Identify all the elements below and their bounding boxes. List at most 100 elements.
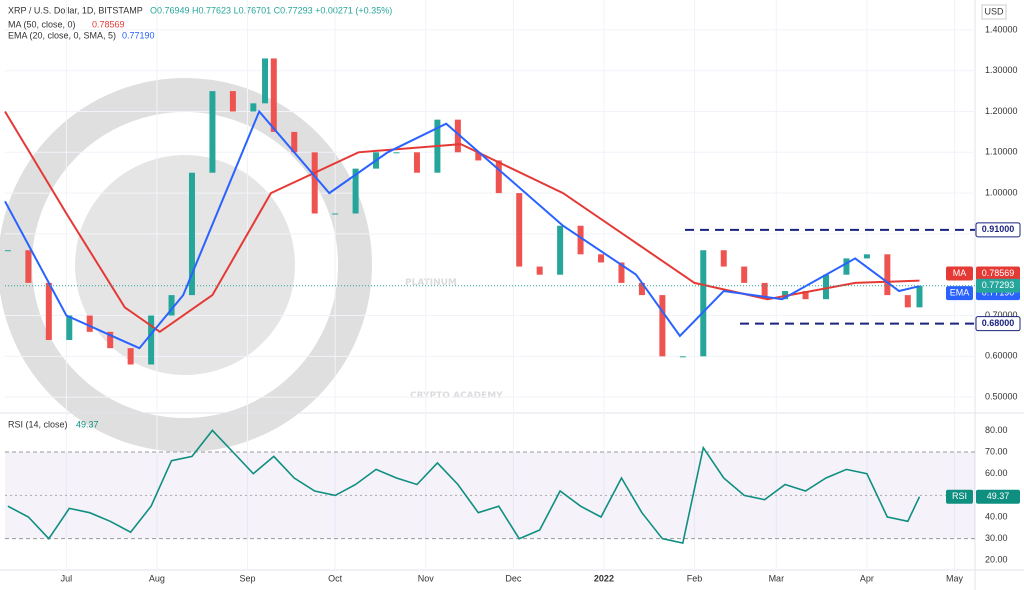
candle xyxy=(916,285,923,308)
y-tick-label: 1.00000 xyxy=(985,187,1018,197)
candle xyxy=(66,315,73,341)
y-tick-label: 20.00 xyxy=(985,555,1008,565)
last-price-tag: 0.77293 xyxy=(982,280,1015,290)
series-tag-box xyxy=(946,286,973,301)
candle xyxy=(802,291,809,300)
y-tick-label: 1.10000 xyxy=(985,147,1018,157)
level-label: 0.91000 xyxy=(982,224,1015,234)
candle xyxy=(148,315,155,365)
level-label: 0.68000 xyxy=(982,318,1015,328)
x-tick-label: 2022 xyxy=(594,573,614,583)
candle xyxy=(884,254,891,296)
x-tick-label: Nov xyxy=(418,573,435,583)
rsi-line xyxy=(7,429,921,544)
y-tick-label: 40.00 xyxy=(985,511,1008,521)
candle xyxy=(352,168,359,214)
candle xyxy=(495,160,502,194)
y-tick-label: 1.30000 xyxy=(985,65,1018,75)
x-tick-label: Jul xyxy=(61,573,73,583)
x-tick-label: Apr xyxy=(860,573,874,583)
candle xyxy=(127,348,134,365)
currency-box xyxy=(981,4,1007,20)
legend-value: 0.77190 xyxy=(122,30,155,40)
rsi-name-tag-box xyxy=(946,489,973,504)
rsi-label: RSI (14, close) xyxy=(8,419,68,429)
candle xyxy=(86,315,93,332)
moving-average-line xyxy=(4,110,920,334)
level-tag-box xyxy=(975,222,1021,238)
series-tag: EMA xyxy=(950,288,970,298)
series-tag: MA xyxy=(953,268,967,278)
candle xyxy=(761,282,768,300)
y-tick-label: 60.00 xyxy=(985,468,1008,478)
candle xyxy=(332,213,339,215)
candle xyxy=(843,258,850,275)
candle xyxy=(618,262,625,283)
candle xyxy=(209,91,216,173)
y-tick-label: 30.00 xyxy=(985,533,1008,543)
candle xyxy=(107,331,114,349)
x-tick-label: Feb xyxy=(687,573,703,583)
candle xyxy=(262,58,269,104)
x-tick-label: Dec xyxy=(505,573,522,583)
candle xyxy=(250,103,257,112)
last-price-tag-box xyxy=(976,278,1020,293)
x-tick-label: Oct xyxy=(328,573,343,583)
watermark-text: CRYPTO ACADEMY xyxy=(410,391,503,401)
watermark-coin xyxy=(75,155,295,375)
x-tick-label: Aug xyxy=(149,573,165,583)
candle xyxy=(311,152,318,214)
candle xyxy=(741,266,748,283)
candle xyxy=(516,193,523,267)
candle xyxy=(229,91,236,112)
candle xyxy=(413,152,420,173)
legend-label: EMA (20, close, 0, SMA, 5) xyxy=(8,30,116,40)
watermark: PLATINUM CRYPTO ACADEMY xyxy=(0,78,503,452)
candle xyxy=(598,254,605,263)
rsi-tag-box xyxy=(976,489,1020,504)
x-tick-label: Sep xyxy=(239,573,255,583)
rsi-name-tag: RSI xyxy=(952,491,967,501)
candle xyxy=(393,152,400,154)
y-tick-label: 1.40000 xyxy=(985,24,1018,34)
x-tick-label: Mar xyxy=(769,573,785,583)
candle xyxy=(168,295,175,316)
candle xyxy=(659,295,666,357)
candle xyxy=(577,225,584,255)
candle xyxy=(188,172,195,296)
y-tick-label: 70.00 xyxy=(985,446,1008,456)
candle xyxy=(679,356,686,358)
rsi-value: 49.37 xyxy=(76,419,99,429)
candle xyxy=(822,274,829,300)
candle xyxy=(557,225,564,275)
candle xyxy=(536,266,543,275)
candle xyxy=(720,250,727,267)
rsi-tag: 49.37 xyxy=(987,491,1010,501)
y-tick-label: 1.20000 xyxy=(985,106,1018,116)
candle xyxy=(700,250,707,357)
series-tag-box xyxy=(946,266,973,281)
level-tag-box xyxy=(975,316,1021,332)
price-tag-box xyxy=(976,266,1020,281)
quote: O0.76949 H0.77623 L0.76701 C0.77293 +0.0… xyxy=(150,5,392,15)
x-tick-label: May xyxy=(946,573,964,583)
candle xyxy=(45,282,52,341)
y-tick-label: 0.70000 xyxy=(985,310,1018,320)
candle xyxy=(454,119,461,153)
watermark-ring xyxy=(0,78,372,452)
candle xyxy=(291,131,298,153)
candle xyxy=(25,250,32,283)
candle xyxy=(863,254,870,259)
y-tick-label: 0.60000 xyxy=(985,351,1018,361)
y-tick-label: 0.50000 xyxy=(985,392,1018,402)
candle xyxy=(904,295,911,308)
y-tick-label: 80.00 xyxy=(985,425,1008,435)
candle xyxy=(475,152,482,161)
candle xyxy=(270,58,277,132)
legend-label: MA (50, close, 0) xyxy=(8,19,76,29)
candle xyxy=(4,250,11,252)
candle xyxy=(638,282,645,296)
watermark-text: PLATINUM xyxy=(405,278,457,288)
